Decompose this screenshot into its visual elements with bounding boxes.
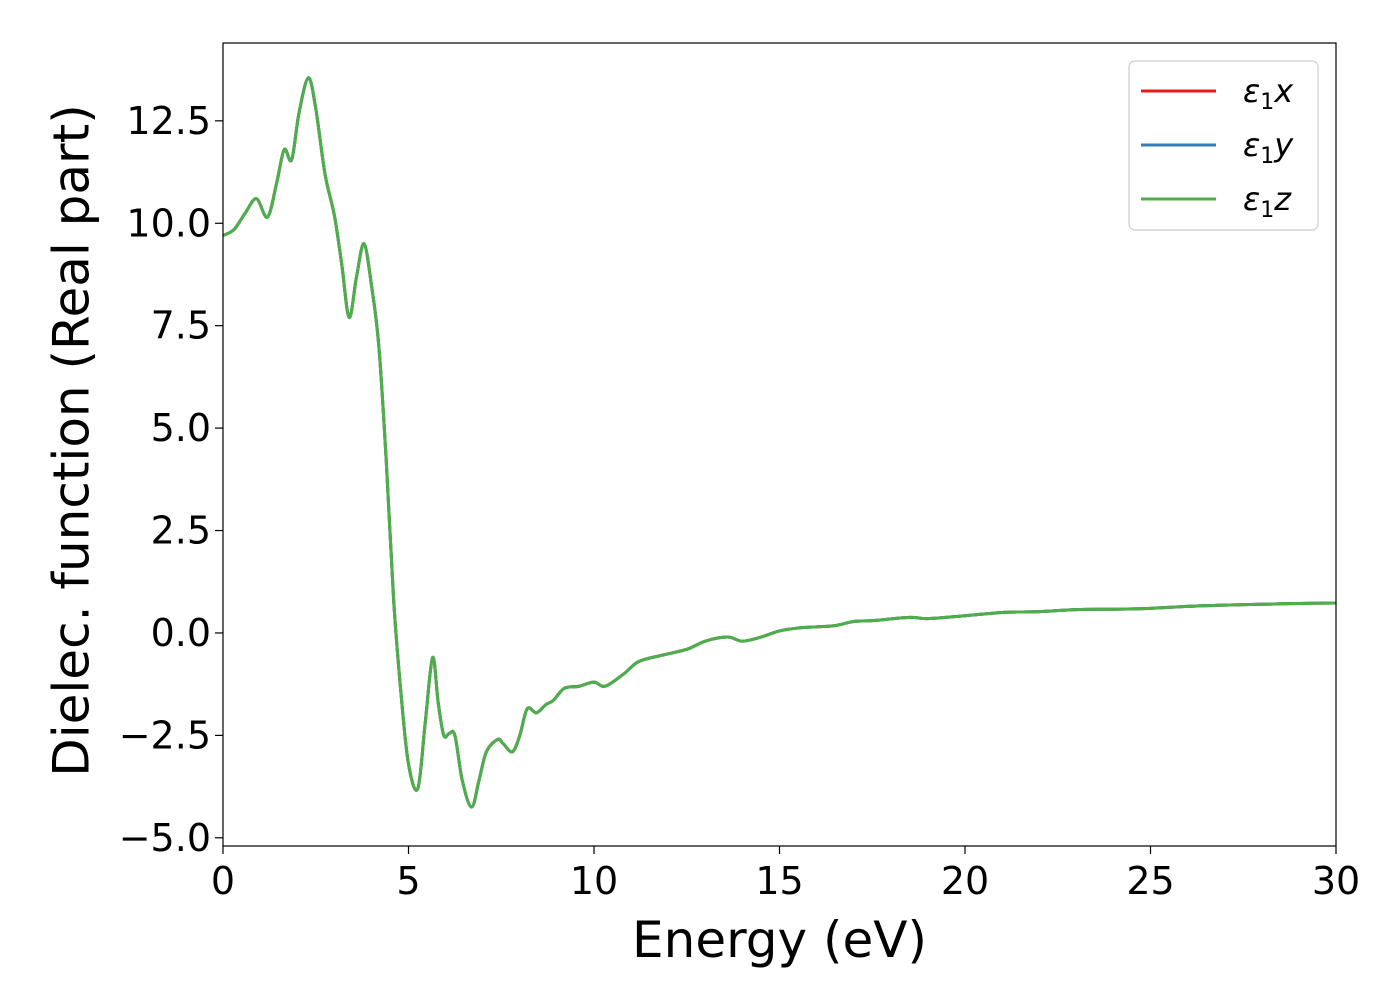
x-tick-label: 10 <box>570 859 618 903</box>
y-tick-label: 7.5 <box>151 304 211 348</box>
y-tick-label: −5.0 <box>119 816 211 860</box>
x-tick-label: 25 <box>1126 859 1174 903</box>
legend-label-z: ε1z <box>1243 180 1292 223</box>
y-tick-label: 10.0 <box>126 201 211 245</box>
y-tick-label: 5.0 <box>151 406 211 450</box>
series-layer <box>222 76 1337 809</box>
y-tick-label: −2.5 <box>119 713 211 757</box>
x-axis-label: Energy (eV) <box>632 911 927 969</box>
x-tick-label: 5 <box>396 859 420 903</box>
plot-frame <box>222 42 1337 847</box>
y-tick-label: 12.5 <box>126 99 211 143</box>
series-line-z <box>222 76 1337 809</box>
x-tick-label: 15 <box>755 859 803 903</box>
legend-box <box>1128 60 1319 231</box>
legend: ε1x ε1y ε1z <box>1128 60 1319 231</box>
x-tick-label: 0 <box>211 859 235 903</box>
x-tick-label: 30 <box>1312 859 1360 903</box>
legend-label-x: ε1x <box>1243 72 1294 115</box>
y-axis-label: Dielec. function (Real part) <box>43 104 101 776</box>
y-axis-ticks: −5.0 −2.5 0.0 2.5 5.0 7.5 10.0 12.5 <box>119 99 223 860</box>
legend-label-y: ε1y <box>1243 126 1294 169</box>
x-axis-ticks: 0 5 10 15 20 25 30 <box>211 846 1360 903</box>
x-tick-label: 20 <box>941 859 989 903</box>
y-tick-label: 2.5 <box>151 509 211 553</box>
y-tick-label: 0.0 <box>151 611 211 655</box>
